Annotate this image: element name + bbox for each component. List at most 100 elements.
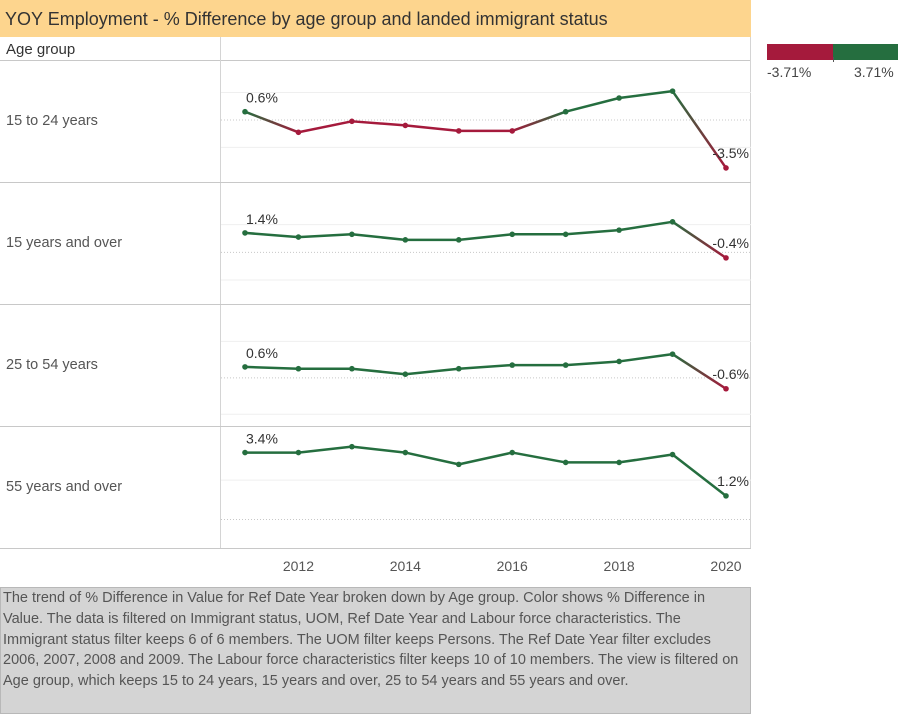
row-label-15-and-over: 15 years and over — [6, 235, 123, 251]
data-point — [509, 128, 516, 134]
line-segment — [617, 352, 674, 363]
data-point — [669, 219, 676, 225]
line-segment — [671, 352, 728, 391]
line-segment — [350, 445, 407, 454]
data-point — [242, 230, 248, 236]
series-3: 3.4% 1.2% — [0, 431, 751, 549]
line-segment — [243, 231, 300, 239]
series-2: 0.6% -0.6% — [0, 340, 751, 427]
line-segment — [617, 453, 674, 464]
data-point — [509, 231, 516, 238]
data-point — [295, 365, 302, 372]
x-tick-label: 2020 — [710, 558, 741, 574]
x-tick-label: 2014 — [390, 558, 421, 574]
chart-description: The trend of % Difference in Value for R… — [0, 587, 751, 714]
line-segment — [297, 233, 354, 239]
data-point — [616, 459, 622, 466]
data-point — [349, 231, 355, 238]
start-value-label: 0.6% — [246, 345, 278, 361]
data-point — [295, 449, 302, 456]
line-segment — [457, 363, 514, 370]
legend-min-label: -3.71% — [767, 64, 812, 80]
line-segment — [564, 96, 621, 113]
data-point — [349, 443, 355, 450]
line-segment — [350, 120, 407, 127]
line-segment — [564, 228, 621, 236]
data-point — [242, 449, 248, 456]
line-segment — [671, 89, 728, 170]
line-segment — [404, 124, 461, 133]
data-point — [402, 237, 409, 243]
data-point — [562, 362, 569, 368]
line-chart: 0.6% -3.5% 1.4% -0.4% 0.6% -0.6% 3.4% 1.2% 2012 2… — [0, 37, 751, 574]
row-label-25-to-54: 25 to 54 years — [6, 357, 98, 373]
legend-negative-swatch — [767, 44, 833, 60]
line-segment — [350, 367, 407, 376]
start-value-label: 0.6% — [246, 90, 278, 106]
data-point — [669, 351, 676, 357]
end-value-label: 1.2% — [717, 473, 749, 489]
line-segment — [671, 453, 728, 498]
line-segment — [350, 233, 407, 242]
x-tick-label: 2018 — [604, 558, 635, 574]
line-segment — [243, 110, 300, 134]
series-0: 0.6% -3.5% — [0, 88, 751, 183]
line-segment — [457, 233, 514, 242]
data-point — [242, 364, 248, 370]
data-point — [402, 371, 409, 377]
data-point — [616, 227, 622, 233]
row-label-55-and-over: 55 years and over — [6, 479, 123, 495]
data-point — [723, 385, 729, 392]
data-point — [295, 129, 302, 136]
line-segment — [564, 360, 621, 367]
data-point — [455, 365, 462, 372]
data-point — [562, 108, 569, 115]
start-value-label: 1.4% — [246, 211, 278, 227]
line-segment — [297, 445, 354, 454]
x-tick-label: 2016 — [497, 558, 528, 574]
start-value-label: 3.4% — [246, 431, 278, 447]
data-point — [455, 128, 462, 134]
x-tick-label: 2012 — [283, 558, 314, 574]
end-value-label: -3.5% — [712, 145, 749, 161]
data-point — [723, 493, 729, 499]
data-point — [616, 95, 622, 101]
data-point — [242, 108, 248, 115]
column-header: Age group — [0, 37, 751, 61]
data-point — [455, 461, 462, 468]
data-point — [669, 88, 676, 94]
data-point — [669, 451, 676, 458]
row-label-15-to-24: 15 to 24 years — [6, 113, 98, 129]
legend-positive-swatch — [833, 44, 898, 60]
data-point — [616, 358, 622, 365]
data-point — [455, 237, 462, 243]
legend-zero-tick — [833, 57, 834, 62]
header-divider — [220, 37, 221, 61]
line-segment — [510, 110, 567, 133]
data-point — [402, 449, 409, 456]
line-segment — [404, 451, 461, 466]
data-point — [723, 255, 729, 261]
legend-max-label: 3.71% — [854, 64, 894, 80]
series-1: 1.4% -0.4% — [0, 211, 751, 305]
data-point — [562, 459, 569, 466]
line-segment — [671, 220, 728, 260]
line-segment — [297, 120, 354, 134]
data-point — [349, 118, 355, 125]
line-segment — [617, 89, 674, 100]
data-point — [349, 365, 355, 372]
line-segment — [617, 220, 674, 232]
data-point — [723, 165, 729, 171]
data-point — [562, 231, 569, 238]
data-point — [509, 449, 516, 456]
line-segment — [510, 451, 567, 464]
data-point — [509, 362, 516, 368]
data-point — [402, 122, 409, 129]
line-segment — [404, 367, 461, 376]
chart-title: YOY Employment - % Difference by age gro… — [0, 0, 751, 37]
end-value-label: -0.4% — [712, 235, 749, 251]
line-segment — [243, 365, 300, 370]
end-value-label: -0.6% — [712, 366, 749, 382]
data-point — [295, 234, 302, 240]
age-group-header: Age group — [6, 41, 76, 58]
